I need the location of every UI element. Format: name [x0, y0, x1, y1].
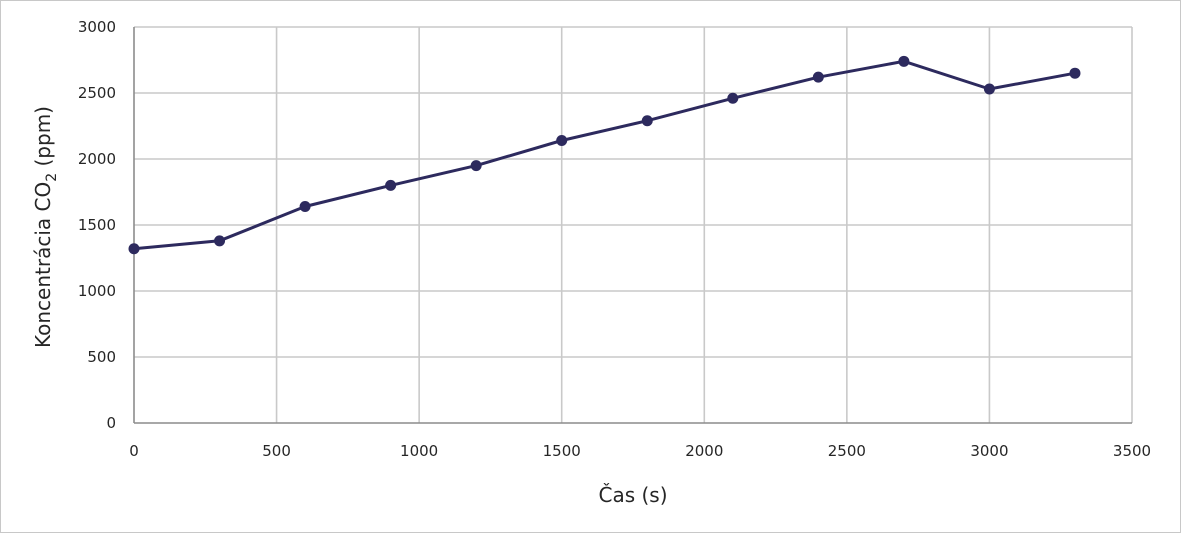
y-axis-title: Koncentrácia CO2 (ppm) — [31, 106, 60, 348]
data-point-marker — [214, 235, 226, 247]
x-tick-label: 0 — [129, 442, 139, 460]
y-tick-label: 2000 — [78, 150, 116, 168]
y-axis-title-unit: (ppm) — [31, 106, 55, 173]
gridlines — [134, 26, 1133, 423]
data-point-marker — [556, 135, 568, 147]
y-axis-tick-labels: 0 500 1000 1500 2000 2500 3000 — [78, 18, 116, 432]
series-line — [133, 59, 1076, 251]
y-tick-label: 500 — [87, 348, 116, 366]
x-tick-label: 2500 — [828, 442, 866, 460]
data-series — [128, 55, 1081, 255]
data-point-marker — [727, 92, 739, 104]
data-point-marker — [1069, 67, 1081, 79]
data-point-marker — [641, 115, 653, 127]
y-tick-label: 1500 — [78, 216, 116, 234]
x-tick-label: 1500 — [543, 442, 581, 460]
x-axis-title: Čas (s) — [598, 483, 667, 507]
y-tick-label: 2500 — [78, 84, 116, 102]
x-tick-label: 500 — [262, 442, 291, 460]
data-point-marker — [812, 71, 824, 83]
x-tick-label: 2000 — [685, 442, 723, 460]
y-axis-title-main: Koncentrácia CO — [31, 182, 55, 348]
data-point-marker — [898, 55, 910, 67]
data-point-marker — [470, 160, 482, 172]
axes — [133, 27, 1132, 424]
data-point-marker — [983, 83, 995, 95]
y-tick-label: 3000 — [78, 18, 116, 36]
x-tick-label: 3500 — [1113, 442, 1151, 460]
y-tick-label: 0 — [106, 414, 116, 432]
x-tick-label: 3000 — [970, 442, 1008, 460]
data-point-marker — [299, 201, 311, 213]
data-point-marker — [385, 179, 397, 191]
y-axis-title-subscript: 2 — [44, 173, 60, 182]
x-axis-tick-labels: 0 500 1000 1500 2000 2500 3000 3500 — [129, 442, 1151, 460]
y-tick-label: 1000 — [78, 282, 116, 300]
x-tick-label: 1000 — [400, 442, 438, 460]
data-point-marker — [128, 243, 140, 255]
